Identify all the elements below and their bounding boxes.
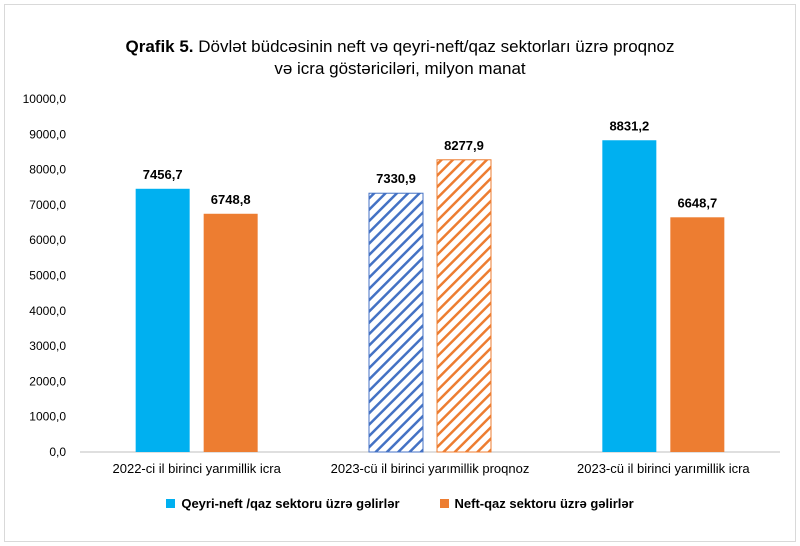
bars: 7456,7 6748,8 7330,9 8277,9 8831,2 6648,7 [135, 118, 725, 453]
chart-title-line2: və icra göstəriciləri, milyon manat [274, 59, 526, 78]
bar-non-oil [135, 188, 190, 452]
x-tick-label: 2022-ci il birinci yarımillik icra [113, 461, 282, 476]
legend: Qeyri-neft /qaz sektoru üzrə gəlirlər Ne… [0, 496, 800, 511]
x-tick-label: 2023-cü il birinci yarımillik proqnoz [331, 461, 530, 476]
legend-item-non-oil: Qeyri-neft /qaz sektoru üzrə gəlirlər [166, 496, 400, 511]
y-tick-label: 9000,0 [29, 127, 66, 141]
chart-title: Qrafik 5. Dövlət büdcəsinin neft və qeyr… [0, 36, 800, 80]
y-tick-label: 10000,0 [23, 92, 67, 106]
legend-swatch-non-oil [166, 499, 176, 508]
y-axis: 0,0 1000,0 2000,0 3000,0 4000,0 5000,0 6000,0 7… [23, 92, 67, 459]
data-label: 8831,2 [609, 118, 649, 133]
data-label: 6748,8 [211, 192, 251, 207]
data-label: 7330,9 [376, 171, 416, 186]
y-tick-label: 8000,0 [29, 163, 66, 177]
chart-title-prefix: Qrafik 5. [125, 37, 194, 56]
x-axis: 2022-ci il birinci yarımillik icra 2023-c… [80, 451, 780, 476]
bar-non-oil [368, 192, 424, 453]
bar-oil-gas [670, 217, 725, 452]
y-tick-label: 5000,0 [29, 269, 66, 283]
y-tick-label: 2000,0 [29, 374, 66, 388]
y-tick-label: 6000,0 [29, 233, 66, 247]
y-tick-label: 4000,0 [29, 304, 66, 318]
chart-title-line1: Dövlət büdcəsinin neft və qeyri-neft/qaz… [198, 37, 675, 56]
legend-swatch-oil-gas [439, 499, 449, 508]
y-tick-label: 3000,0 [29, 339, 66, 353]
bar-oil-gas [436, 159, 492, 453]
bar-non-oil [602, 140, 657, 452]
legend-label-oil-gas: Neft-qaz sektoru üzrə gəlirlər [454, 496, 634, 511]
legend-label-non-oil: Qeyri-neft /qaz sektoru üzrə gəlirlər [181, 496, 400, 511]
y-tick-label: 1000,0 [29, 410, 66, 424]
bar-oil-gas [203, 213, 258, 452]
data-label: 7456,7 [143, 167, 183, 182]
legend-item-oil-gas: Neft-qaz sektoru üzrə gəlirlər [439, 496, 634, 511]
y-tick-label: 7000,0 [29, 198, 66, 212]
y-tick-label: 0,0 [49, 445, 66, 459]
x-tick-label: 2023-cü il birinci yarımillik icra [577, 461, 750, 476]
data-label: 6648,7 [677, 195, 717, 210]
data-label: 8277,9 [444, 138, 484, 153]
